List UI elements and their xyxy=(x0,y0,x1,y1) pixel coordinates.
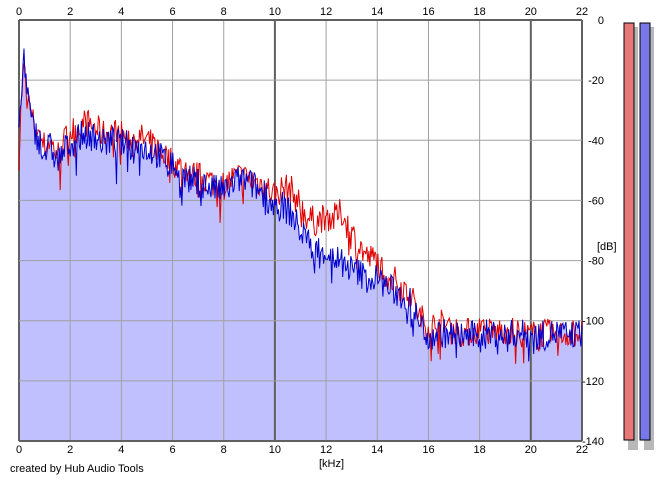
x-tick-bottom-14: 14 xyxy=(371,444,383,456)
y-tick-m60: -60 xyxy=(588,195,604,207)
y-tick-m140: -140 xyxy=(582,436,604,448)
series-layer xyxy=(18,48,583,364)
x-tick-bottom-2: 2 xyxy=(67,444,73,456)
x-tick-top-4: 4 xyxy=(118,6,124,18)
series-red-line xyxy=(18,63,583,364)
x-axis-label: [kHz] xyxy=(319,458,344,470)
level-meters xyxy=(623,22,654,450)
meter-right xyxy=(639,22,651,441)
x-tick-bottom-22: 22 xyxy=(576,444,588,456)
y-tick-m100: -100 xyxy=(582,316,604,328)
x-tick-bottom-4: 4 xyxy=(118,444,124,456)
y-tick-m40: -40 xyxy=(588,135,604,147)
x-tick-bottom-10: 10 xyxy=(269,444,281,456)
y-tick-m20: -20 xyxy=(588,75,604,87)
grid xyxy=(18,19,583,442)
x-tick-top-18: 18 xyxy=(474,6,486,18)
y-tick-m120: -120 xyxy=(582,376,604,388)
x-tick-bottom-12: 12 xyxy=(320,444,332,456)
x-tick-top-10: 10 xyxy=(269,6,281,18)
x-tick-top-20: 20 xyxy=(525,6,537,18)
meter-left xyxy=(623,22,635,441)
y-tick-0: 0 xyxy=(598,15,604,27)
x-tick-top-22: 22 xyxy=(576,6,588,18)
x-tick-bottom-8: 8 xyxy=(221,444,227,456)
x-tick-top-12: 12 xyxy=(320,6,332,18)
credit-text: created by Hub Audio Tools xyxy=(10,463,144,475)
series-blue-line xyxy=(18,48,583,362)
x-tick-top-16: 16 xyxy=(422,6,434,18)
x-tick-top-0: 0 xyxy=(16,6,22,18)
x-tick-top-6: 6 xyxy=(169,6,175,18)
x-tick-top-8: 8 xyxy=(221,6,227,18)
tick-labels: 002244668810101212141416161818202022220-… xyxy=(16,6,604,456)
x-tick-top-2: 2 xyxy=(67,6,73,18)
y-axis-label: [dB] xyxy=(597,241,617,253)
x-tick-bottom-20: 20 xyxy=(525,444,537,456)
y-tick-m80: -80 xyxy=(588,256,604,268)
x-tick-bottom-6: 6 xyxy=(169,444,175,456)
x-tick-bottom-18: 18 xyxy=(474,444,486,456)
x-tick-bottom-16: 16 xyxy=(422,444,434,456)
x-tick-top-14: 14 xyxy=(371,6,383,18)
x-tick-bottom-0: 0 xyxy=(16,444,22,456)
